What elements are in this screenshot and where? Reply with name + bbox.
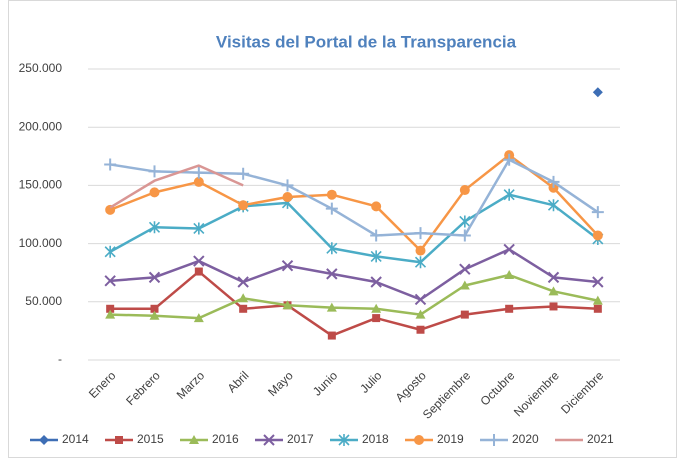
legend-label: 2018	[362, 432, 389, 446]
marker	[370, 229, 383, 242]
marker	[488, 434, 500, 446]
marker	[237, 167, 250, 180]
y-tick-label: 250.000	[19, 61, 63, 75]
marker	[415, 309, 426, 319]
marker	[414, 256, 427, 269]
marker	[193, 176, 204, 187]
marker	[549, 302, 558, 311]
marker	[592, 276, 604, 288]
legend-label: 2014	[62, 432, 89, 446]
y-tick-label: 100.000	[19, 236, 63, 250]
marker	[326, 268, 338, 280]
marker	[150, 304, 159, 313]
marker	[371, 303, 382, 313]
marker	[371, 201, 382, 212]
y-tick-label: -	[58, 352, 62, 366]
marker	[239, 304, 248, 313]
marker	[458, 229, 471, 242]
chart-frame	[8, 0, 677, 458]
marker	[370, 250, 382, 263]
marker	[459, 185, 470, 196]
marker	[148, 271, 161, 284]
series-line	[109, 158, 599, 237]
marker	[148, 221, 161, 234]
marker	[547, 271, 560, 284]
marker	[326, 302, 337, 312]
marker	[106, 304, 115, 313]
series-line	[109, 164, 244, 209]
marker	[504, 270, 515, 280]
marker	[503, 188, 515, 201]
marker	[460, 310, 469, 319]
legend-label: 2016	[212, 432, 239, 446]
y-tick-label: 200.000	[19, 119, 63, 133]
marker	[104, 275, 116, 287]
marker	[263, 434, 275, 446]
marker	[149, 310, 160, 320]
marker	[338, 434, 350, 446]
marker	[326, 242, 338, 255]
marker	[503, 243, 515, 256]
marker	[505, 304, 514, 313]
marker	[282, 300, 293, 310]
marker	[193, 222, 205, 235]
marker	[414, 227, 427, 240]
legend-label: 2015	[137, 432, 164, 446]
marker	[148, 165, 161, 178]
marker	[237, 276, 249, 288]
marker	[115, 436, 123, 444]
legend-label: 2017	[287, 432, 314, 446]
marker	[416, 325, 425, 334]
marker	[193, 313, 204, 323]
series-line	[109, 193, 599, 264]
legend-label: 2021	[587, 432, 614, 446]
marker	[194, 267, 203, 276]
marker	[149, 187, 160, 198]
series-line	[109, 153, 599, 252]
marker	[547, 175, 560, 188]
marker	[459, 215, 471, 228]
marker	[104, 158, 117, 171]
marker	[192, 166, 205, 179]
marker	[193, 255, 205, 267]
y-tick-label: 150.000	[19, 178, 63, 192]
marker	[281, 260, 294, 272]
series-line	[110, 248, 598, 301]
marker	[281, 179, 294, 192]
marker	[189, 435, 199, 444]
marker	[592, 295, 603, 305]
y-tick-label: 50.000	[25, 294, 62, 308]
marker	[415, 245, 426, 256]
marker	[547, 199, 560, 212]
marker	[282, 192, 293, 203]
marker	[372, 314, 381, 323]
marker	[591, 206, 604, 219]
marker	[593, 304, 602, 313]
marker	[548, 286, 559, 296]
series-line	[110, 273, 599, 320]
marker	[414, 293, 427, 306]
chart-title: Visitas del Portal de la Transparencia	[216, 32, 517, 51]
marker	[459, 263, 471, 275]
legend-label: 2020	[512, 432, 539, 446]
marker	[325, 202, 338, 215]
marker	[238, 293, 249, 303]
marker	[104, 245, 116, 258]
marker	[105, 309, 116, 319]
marker	[238, 200, 249, 211]
legend-label: 2019	[437, 432, 464, 446]
marker	[592, 87, 603, 98]
marker	[327, 331, 336, 340]
series-line	[110, 270, 598, 337]
marker	[326, 189, 337, 200]
marker	[39, 435, 49, 445]
marker	[414, 435, 424, 445]
marker	[592, 230, 603, 241]
marker	[503, 153, 516, 166]
marker	[370, 276, 382, 288]
marker	[459, 280, 470, 290]
